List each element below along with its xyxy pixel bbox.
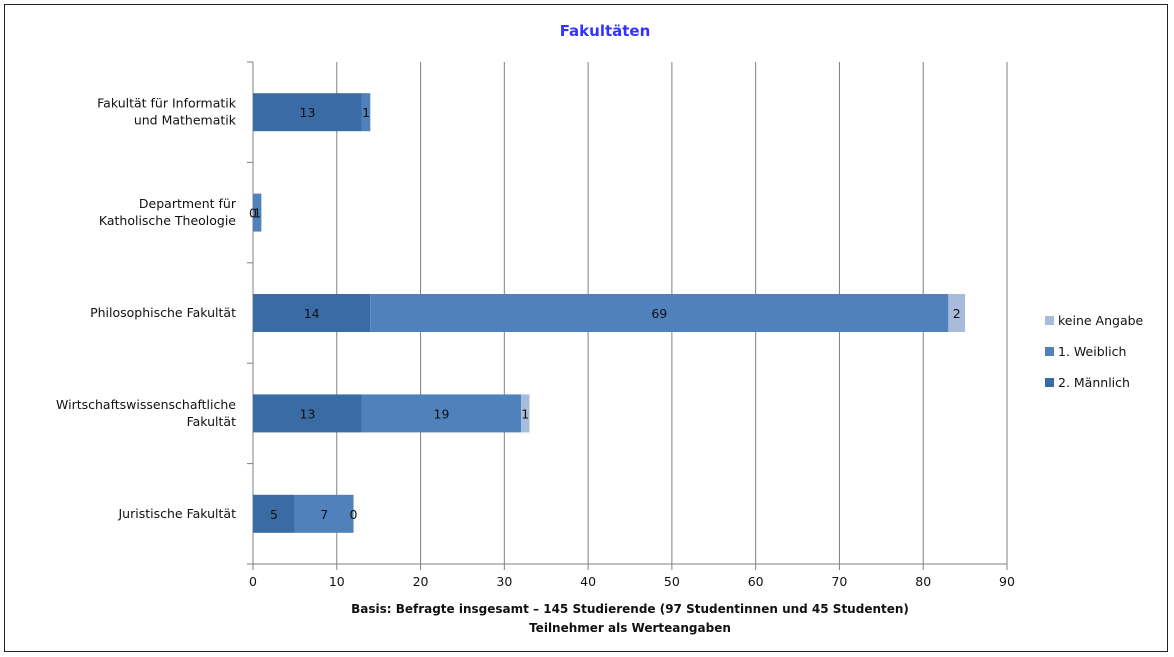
legend-swatch [1045,378,1054,387]
bar-segment [253,494,295,533]
bar-segment [253,394,362,433]
category-label: Wirtschaftswissenschaftliche [56,397,236,412]
data-label: 13 [300,406,316,421]
x-tick-label: 50 [664,574,680,589]
legend-swatch [1045,316,1054,325]
category-label: Philosophische Fakultät [90,305,236,320]
x-tick-label: 10 [329,574,345,589]
category-label: Department für [139,196,237,211]
x-tick-label: 80 [915,574,931,589]
x-tick-labels: 0 10 20 30 40 50 60 70 80 90 [249,574,1015,589]
x-tick-label: 20 [413,574,429,589]
legend-label: keine Angabe [1058,313,1144,328]
x-tick-label: 70 [831,574,847,589]
footnote-line: Basis: Befragte insgesamt – 145 Studiere… [351,602,909,616]
data-label: 13 [300,105,316,120]
x-tick-label: 60 [748,574,764,589]
category-label: Fakultät [187,414,237,429]
category-label: Fakultät für Informatik [97,96,237,111]
bar-segment [294,494,354,533]
x-tick-label: 90 [999,574,1015,589]
footnotes: Basis: Befragte insgesamt – 145 Studiere… [351,602,909,635]
x-tick-label: 40 [580,574,596,589]
category-label: und Mathematik [134,113,237,128]
legend: keine Angabe 1. Weiblich 2. Männlich [1045,313,1144,390]
bar-segment [253,193,262,232]
x-tick-label: 30 [496,574,512,589]
bars [253,93,966,533]
data-label: 0 [350,507,358,522]
chart-title: Fakultäten [560,22,651,40]
data-label: 5 [270,507,278,522]
data-label: 14 [304,306,320,321]
data-label: 7 [320,507,328,522]
data-label: 2 [953,306,961,321]
data-label: 19 [434,406,450,421]
bar-segment [370,294,949,332]
legend-label: 2. Männlich [1058,375,1130,390]
bar-segment [361,394,522,433]
legend-swatch [1045,347,1054,356]
data-label: 1 [253,206,261,221]
category-label: Katholische Theologie [99,213,236,228]
footnote-line: Teilnehmer als Werteangaben [529,621,731,635]
bar-segment [948,294,966,332]
data-label: 1 [362,105,370,120]
bar-segment [521,394,530,433]
bar-segment [361,93,371,132]
legend-label: 1. Weiblich [1058,344,1126,359]
x-tick-label: 0 [249,574,257,589]
category-labels: Fakultät für Informatik und Mathematik Dep… [56,96,237,521]
bar-segment [253,294,371,332]
data-label: 0 [249,206,257,221]
bar-segment [253,93,362,132]
data-label: 69 [651,306,667,321]
category-label: Juristische Fakultät [118,506,237,521]
data-label: 1 [521,406,529,421]
